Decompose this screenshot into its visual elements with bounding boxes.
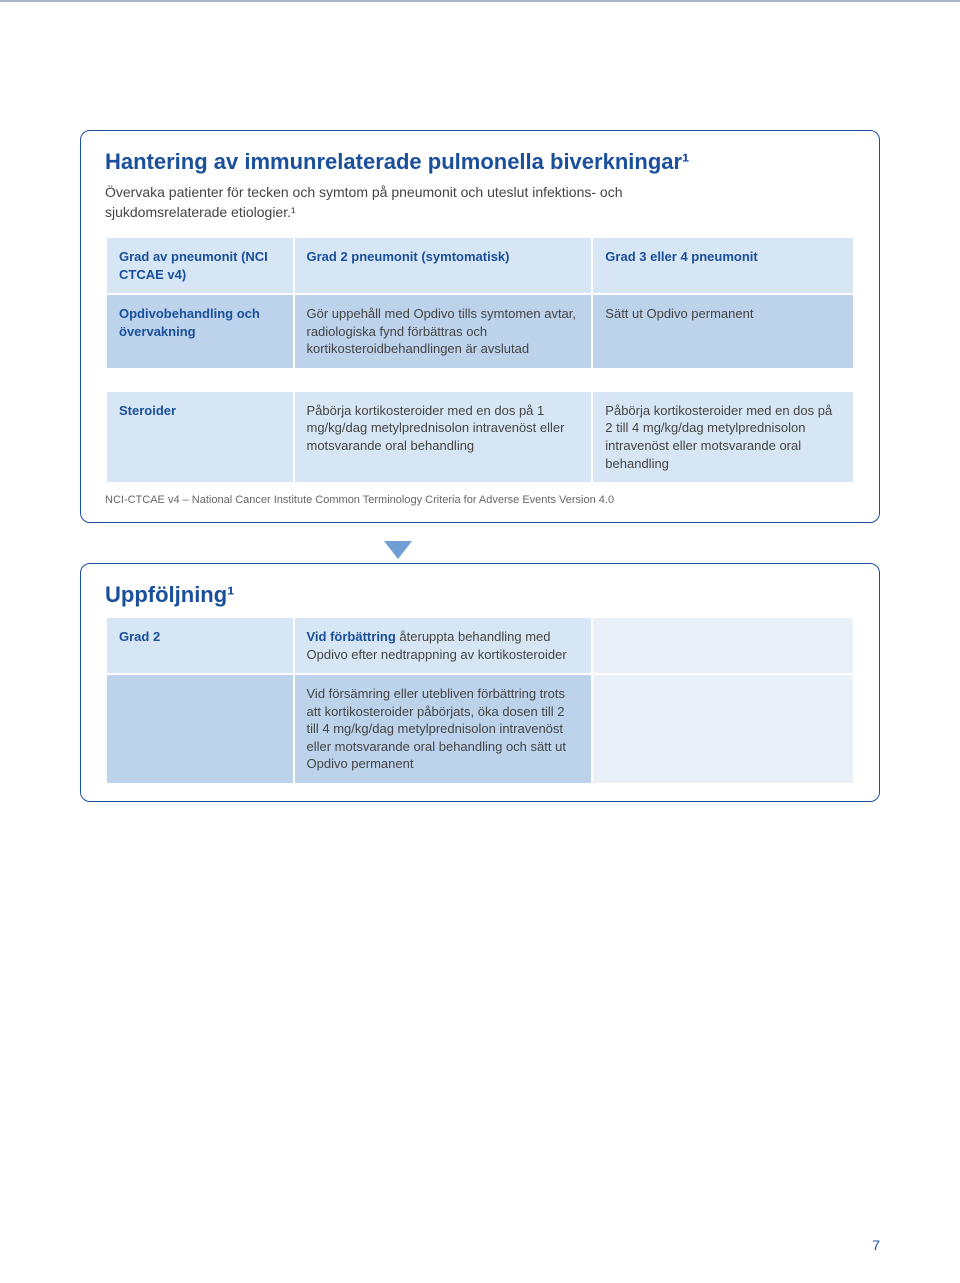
arrow-down-icon [384,541,412,559]
followup-empty-cell-2 [593,675,853,783]
followup-title: Uppföljning¹ [105,582,855,608]
table-row: Opdivobehandling och övervakning Gör upp… [107,295,853,368]
followup-empty-cell-1 [593,618,853,673]
management-footnote: NCI-CTCAE v4 – National Cancer Institute… [105,494,855,506]
row-steroids-grade34: Påbörja kortikosteroider med en dos på 2… [593,392,853,482]
table-row: Grad 2 Vid förbättring återuppta behandl… [107,618,853,673]
header-grade-label: Grad av pneumonit (NCI CTCAE v4) [107,238,293,293]
table-header-row: Grad av pneumonit (NCI CTCAE v4) Grad 2 … [107,238,853,293]
row-treatment-grade2: Gör uppehåll med Opdivo tills symtomen a… [295,295,592,368]
header-grade34: Grad 3 eller 4 pneumonit [593,238,853,293]
management-card: Hantering av immunrelaterade pulmonella … [80,130,880,523]
row-steroids-label: Steroider [107,392,293,482]
table-row: Steroider Påbörja kortikosteroider med e… [107,392,853,482]
followup-improve-cell: Vid förbättring återuppta behandling med… [295,618,592,673]
followup-worsen-cell: Vid försämring eller utebliven förbättri… [295,675,592,783]
followup-table: Grad 2 Vid förbättring återuppta behandl… [105,616,855,785]
spacer-row [107,370,853,390]
management-table: Grad av pneumonit (NCI CTCAE v4) Grad 2 … [105,236,855,484]
followup-improve-lead: Vid förbättring [307,629,396,644]
management-title: Hantering av immunrelaterade pulmonella … [105,149,855,175]
table-row: Vid försämring eller utebliven förbättri… [107,675,853,783]
management-intro: Övervaka patienter för tecken och symtom… [105,183,725,222]
row-treatment-label: Opdivobehandling och övervakning [107,295,293,368]
followup-grade-label: Grad 2 [107,618,293,673]
row-steroids-grade2: Påbörja kortikosteroider med en dos på 1… [295,392,592,482]
top-divider [0,0,960,2]
row-treatment-grade34: Sätt ut Opdivo permanent [593,295,853,368]
header-grade2: Grad 2 pneumonit (symtomatisk) [295,238,592,293]
followup-card: Uppföljning¹ Grad 2 Vid förbättring åter… [80,563,880,802]
page-number: 7 [872,1237,880,1253]
page-content: Hantering av immunrelaterade pulmonella … [0,0,960,802]
followup-label-empty [107,675,293,783]
